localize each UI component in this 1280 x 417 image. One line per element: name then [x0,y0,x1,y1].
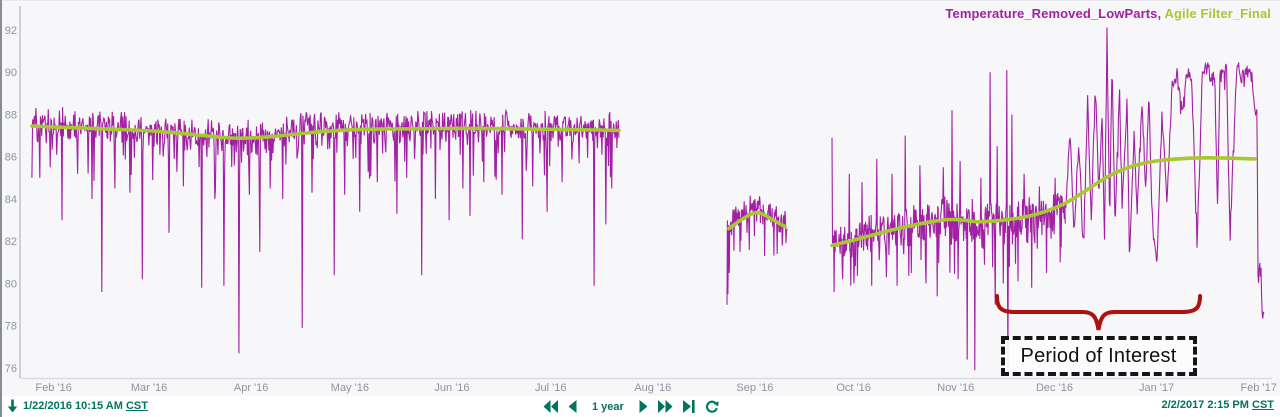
series-temperature-line [1064,27,1265,319]
x-tick-label: Jan '17 [1139,382,1174,394]
end-time-link[interactable]: 2/2/2017 2:15 PM CST [1161,399,1274,411]
series-filter-line [30,124,621,140]
x-tick-label: May '16 [331,382,369,394]
x-tick-label: Nov '16 [937,382,974,394]
arrow-down-icon [7,399,18,413]
x-tick-label: Jun '16 [434,382,469,394]
fast-forward-button[interactable] [657,400,673,413]
y-tick-label: 84 [5,194,17,206]
x-tick-label: Oct '16 [836,382,871,394]
trend-chart-svg[interactable]: 92 90 88 86 84 82 80 78 76 Feb '16 Mar '16 Apr '16 M… [2,0,1280,396]
x-tick-label: Aug '16 [634,382,671,394]
period-brace [994,294,1203,331]
legend-item-temperature[interactable]: Temperature_Removed_LowParts [945,6,1158,21]
start-time-group: 1/22/2016 10:15 AM CST [7,399,148,413]
y-tick-label: 80 [5,278,17,290]
duration-label[interactable]: 1 year [592,400,624,413]
series-filter-line [727,210,787,231]
period-of-interest-box: Period of Interest [1000,336,1197,376]
end-timezone[interactable]: CST [1252,399,1274,411]
y-tick-label: 76 [5,363,17,375]
series-temperature-line [31,107,620,354]
y-tick-label: 82 [5,236,17,248]
skip-to-now-button[interactable] [682,400,695,413]
x-tick-label: Mar '16 [131,382,167,394]
y-tick-label: 92 [5,25,17,37]
x-tick-label: Dec '16 [1036,382,1073,394]
legend-item-filter[interactable]: Agile Filter_Final [1164,6,1271,21]
step-forward-button[interactable] [639,400,648,413]
x-tick-label: Apr '16 [234,382,269,394]
y-tick-label: 78 [5,321,17,333]
period-of-interest-label: Period of Interest [1020,344,1177,367]
x-tick-label: Feb '17 [1240,382,1276,394]
time-controls: 1 year [543,399,719,414]
legend: Temperature_Removed_LowParts, Agile Filt… [945,6,1271,21]
series-temperature-line [831,70,1066,371]
y-tick-label: 90 [5,67,17,79]
start-time-link[interactable]: 1/22/2016 10:15 AM CST [23,400,148,412]
y-tick-label: 86 [5,152,17,164]
series-filter-line [830,155,1257,248]
y-tick-label: 88 [5,109,17,121]
x-tick-label: Feb '16 [35,382,71,394]
legend-separator: , [1157,6,1165,21]
revert-button[interactable] [705,400,719,414]
rewind-button[interactable] [543,400,558,413]
timebar: 1/22/2016 10:15 AM CST 1 year [2,396,1280,417]
x-tick-label: Jul '16 [535,382,566,394]
step-back-button[interactable] [568,400,577,413]
start-timezone[interactable]: CST [125,400,148,412]
x-tick-label: Sep '16 [736,382,773,394]
end-time-group: 2/2/2017 2:15 PM CST [1161,399,1274,411]
